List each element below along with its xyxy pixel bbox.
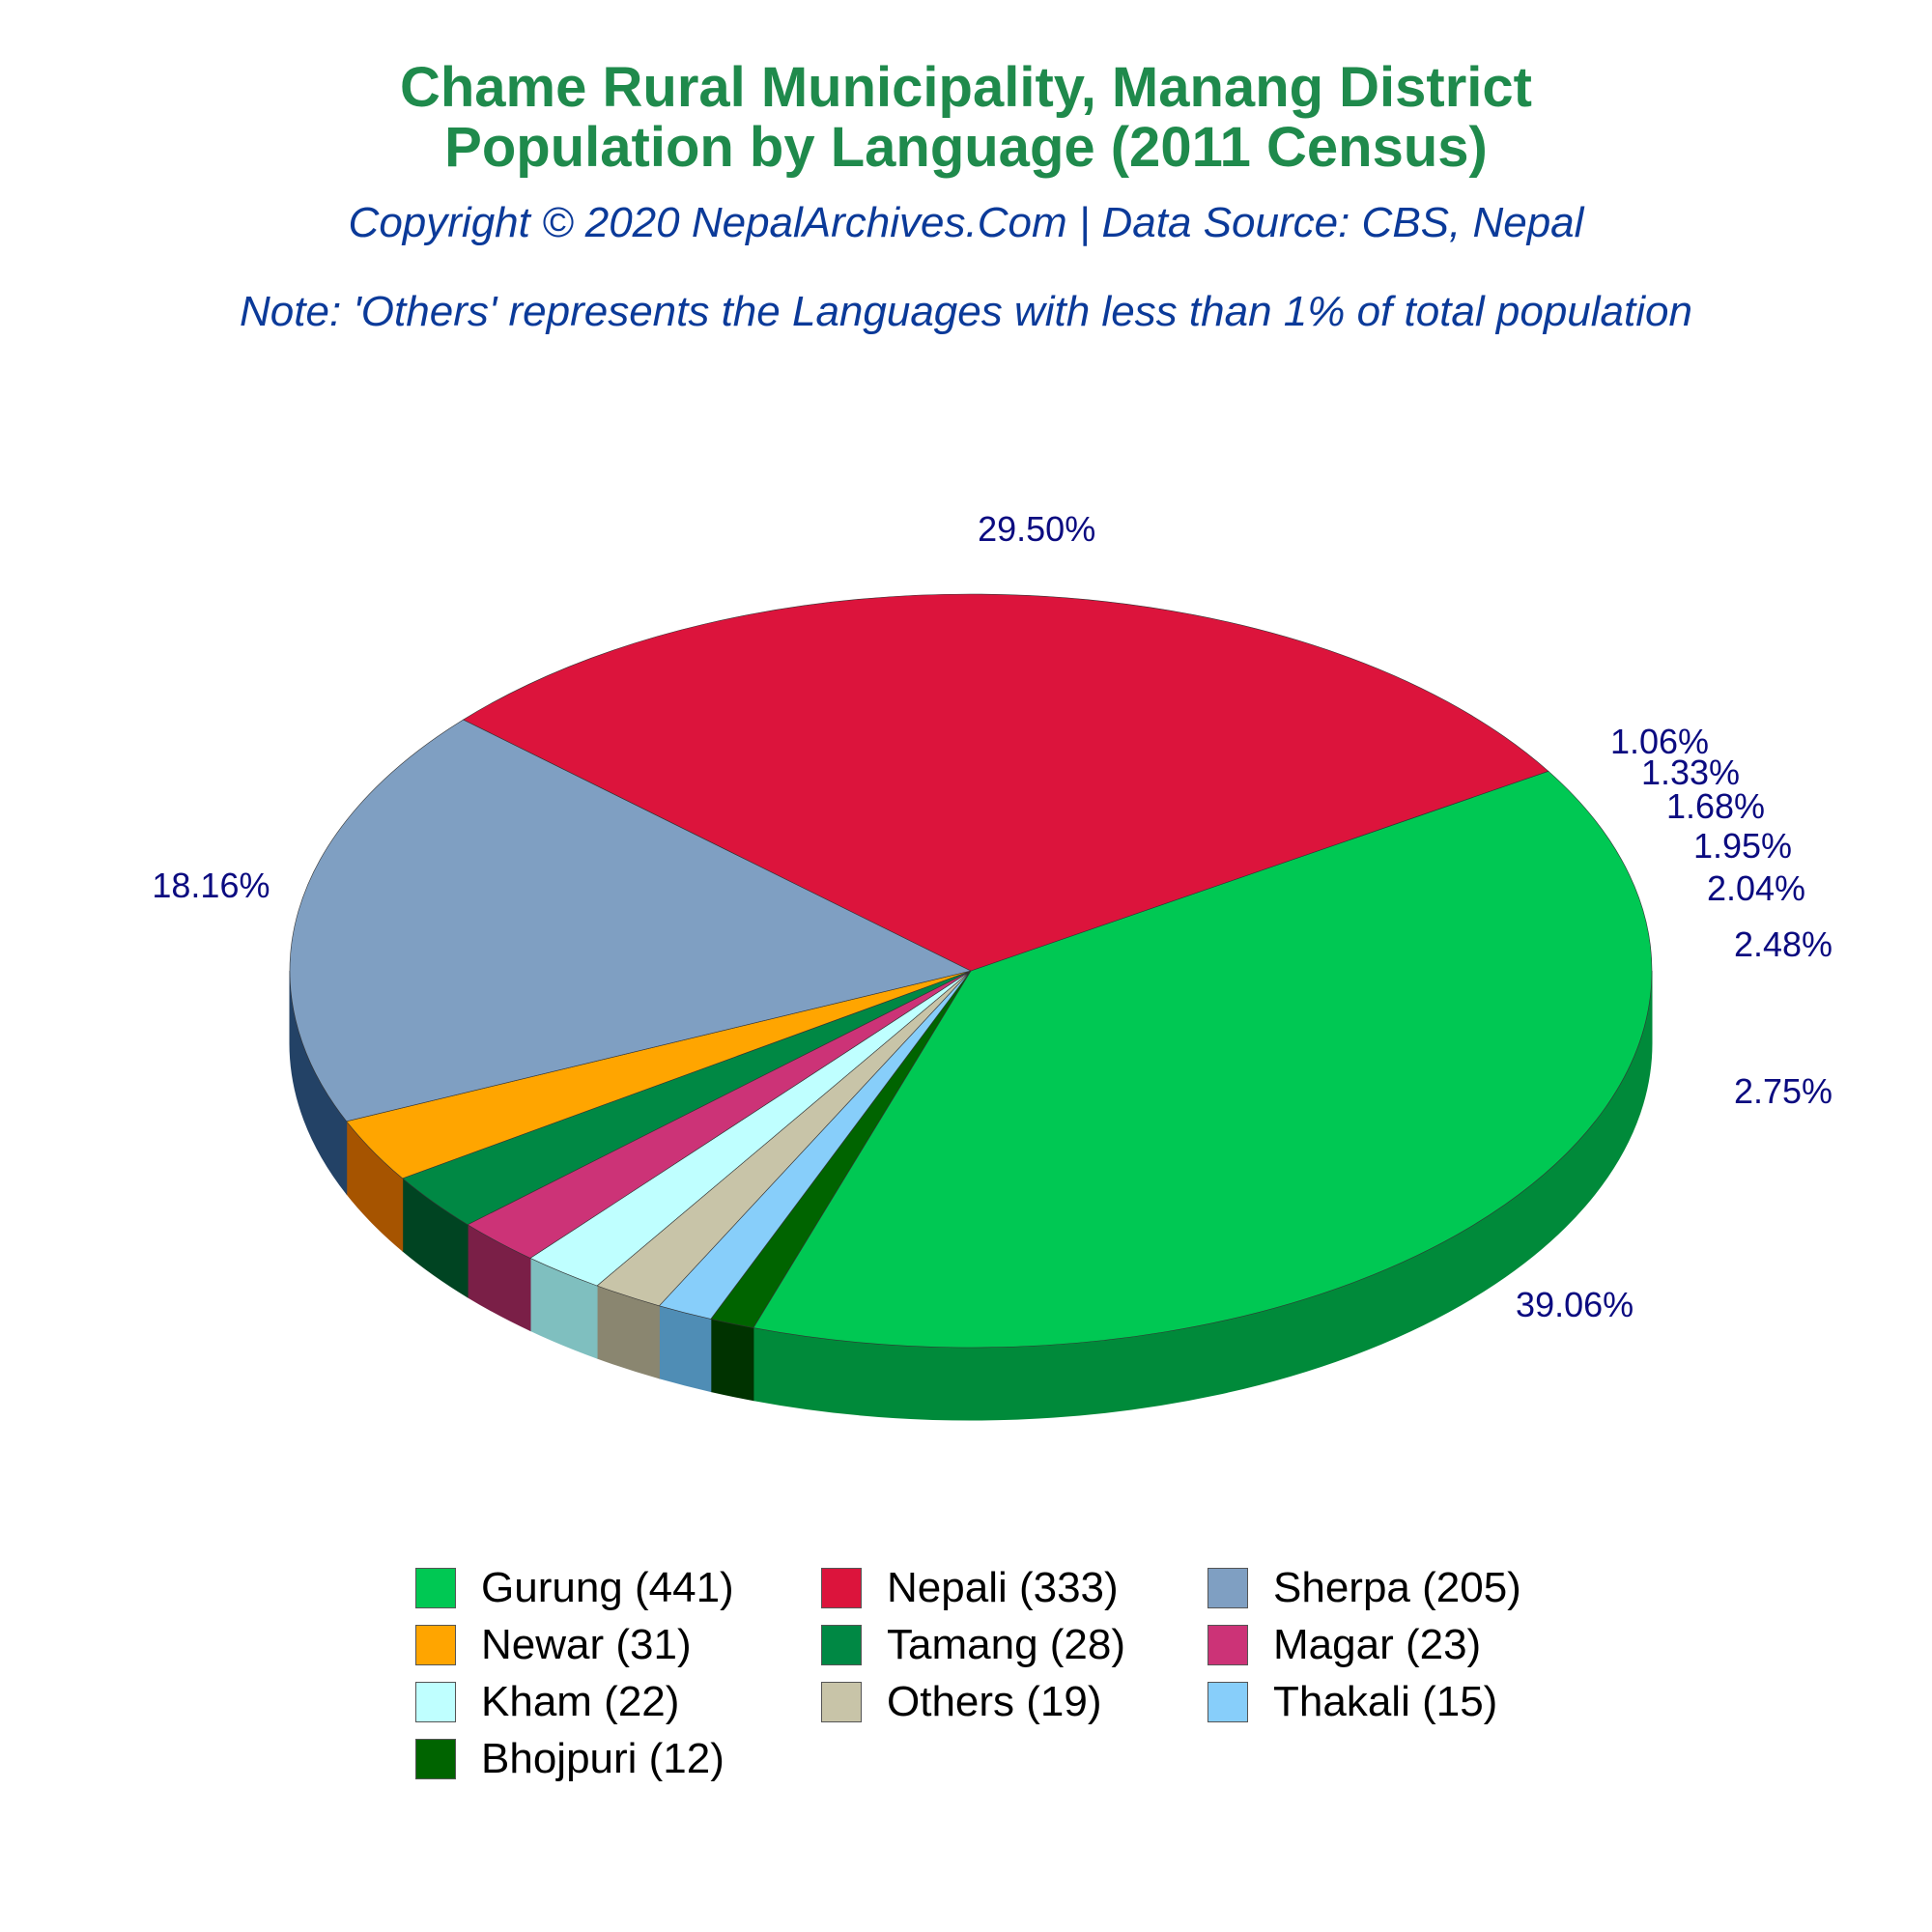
pie-side-bhojpuri bbox=[710, 1318, 754, 1402]
pct-label-kham: 1.95% bbox=[1693, 826, 1792, 866]
legend-label: Sherpa (205) bbox=[1273, 1563, 1521, 1611]
legend-item-sherpa: Sherpa (205) bbox=[1208, 1560, 1613, 1615]
legend-label: Gurung (441) bbox=[481, 1563, 734, 1611]
pct-label-tamang: 2.48% bbox=[1734, 924, 1833, 964]
pie-slice-gurung bbox=[753, 770, 1653, 1349]
pct-label-newar: 2.75% bbox=[1734, 1071, 1833, 1111]
chart-subtitle: Copyright © 2020 NepalArchives.Com | Dat… bbox=[348, 199, 1584, 246]
pie-percent-labels: 39.06% 1.06%1.33%1.68%1.95%2.04% 2.48% 2.75… bbox=[152, 509, 1833, 1324]
pct-label-gurung: 39.06% bbox=[1516, 1285, 1634, 1324]
legend-swatch bbox=[415, 1624, 456, 1665]
pie-slice-sherpa bbox=[289, 719, 972, 1122]
legend-item-kham: Kham (22) bbox=[415, 1674, 821, 1729]
legend-swatch bbox=[1208, 1624, 1248, 1665]
pct-label-sherpa: 18.16% bbox=[152, 866, 270, 905]
chart-note: Note: 'Others' represents the Languages … bbox=[240, 288, 1692, 335]
legend-item-thakali: Thakali (15) bbox=[1208, 1674, 1613, 1729]
pie-top-faces bbox=[289, 593, 1653, 1349]
legend-swatch bbox=[415, 1681, 456, 1722]
pie-slice-nepali bbox=[462, 593, 1549, 972]
pct-label-others: 1.68% bbox=[1666, 786, 1765, 826]
legend-item-magar: Magar (23) bbox=[1208, 1617, 1613, 1672]
pie-side-thakali bbox=[658, 1305, 712, 1393]
legend-swatch bbox=[821, 1624, 862, 1665]
legend-label: Newar (31) bbox=[481, 1620, 692, 1668]
legend-label: Others (19) bbox=[887, 1677, 1102, 1725]
legend-item-others: Others (19) bbox=[821, 1674, 1208, 1729]
chart-header: Chame Rural Municipality, Manang Distric… bbox=[0, 58, 1932, 336]
chart-legend: Gurung (441) Nepali (333) Sherpa (205) Newa… bbox=[415, 1560, 1613, 1786]
legend-swatch bbox=[415, 1567, 456, 1608]
pct-label-thakali: 1.33% bbox=[1641, 753, 1740, 792]
pct-label-nepali: 29.50% bbox=[978, 509, 1095, 549]
legend-label: Tamang (28) bbox=[887, 1620, 1126, 1668]
legend-label: Nepali (333) bbox=[887, 1563, 1119, 1611]
legend-item-bhojpuri: Bhojpuri (12) bbox=[415, 1731, 821, 1786]
legend-label: Magar (23) bbox=[1273, 1620, 1482, 1668]
pct-label-bhojpuri: 1.06% bbox=[1610, 722, 1709, 761]
legend-label: Thakali (15) bbox=[1273, 1677, 1498, 1725]
legend-item-nepali: Nepali (333) bbox=[821, 1560, 1208, 1615]
legend-item-gurung: Gurung (441) bbox=[415, 1560, 821, 1615]
legend-swatch bbox=[1208, 1681, 1248, 1722]
chart-title-line-1: Chame Rural Municipality, Manang Distric… bbox=[399, 56, 1532, 119]
legend-label: Kham (22) bbox=[481, 1677, 680, 1725]
legend-swatch bbox=[415, 1738, 456, 1779]
legend-label: Bhojpuri (12) bbox=[481, 1734, 724, 1782]
legend-swatch bbox=[1208, 1567, 1248, 1608]
pct-label-magar: 2.04% bbox=[1707, 868, 1805, 908]
legend-item-tamang: Tamang (28) bbox=[821, 1617, 1208, 1672]
legend-item-newar: Newar (31) bbox=[415, 1617, 821, 1672]
legend-swatch bbox=[821, 1567, 862, 1608]
legend-swatch bbox=[821, 1681, 862, 1722]
chart-title-line-2: Population by Language (2011 Census) bbox=[444, 116, 1488, 179]
